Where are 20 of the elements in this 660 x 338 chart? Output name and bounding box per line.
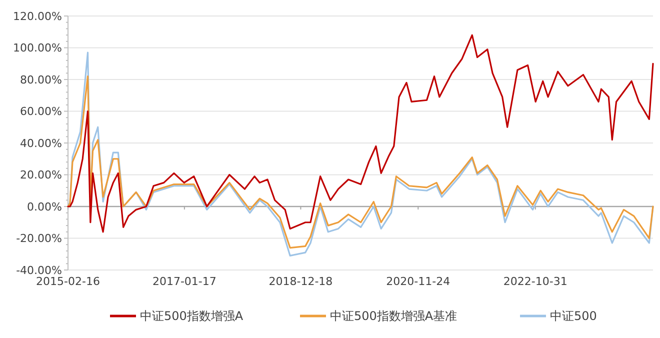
line-series: [67, 52, 654, 257]
y-tick-label: 40.00%: [20, 136, 62, 150]
x-tick-label: 2020-11-24: [386, 275, 450, 288]
x-tick-label: 2017-01-17: [152, 275, 216, 288]
y-tick-label: 80.00%: [20, 73, 62, 86]
line-series: [67, 76, 654, 249]
y-tick-label: 20.00%: [20, 168, 62, 182]
x-tick-label: 2018-12-18: [268, 275, 333, 288]
legend-label: 中证500指数增强A: [140, 309, 244, 324]
y-tick-label: 120.00%: [13, 10, 62, 23]
y-tick-label: 0.00%: [27, 200, 62, 214]
legend-label: 中证500: [550, 309, 597, 324]
y-tick-label: -40.00%: [16, 264, 62, 277]
y-tick-label: 60.00%: [20, 105, 62, 118]
legend-label: 中证500指数增强A基准: [330, 309, 458, 324]
y-tick-label: -20.00%: [16, 232, 62, 246]
y-tick-label: 100.00%: [13, 42, 62, 55]
x-tick-label: 2015-02-16: [36, 275, 100, 288]
line-series: [67, 34, 654, 233]
x-tick-label: 2022-10-31: [503, 275, 568, 288]
